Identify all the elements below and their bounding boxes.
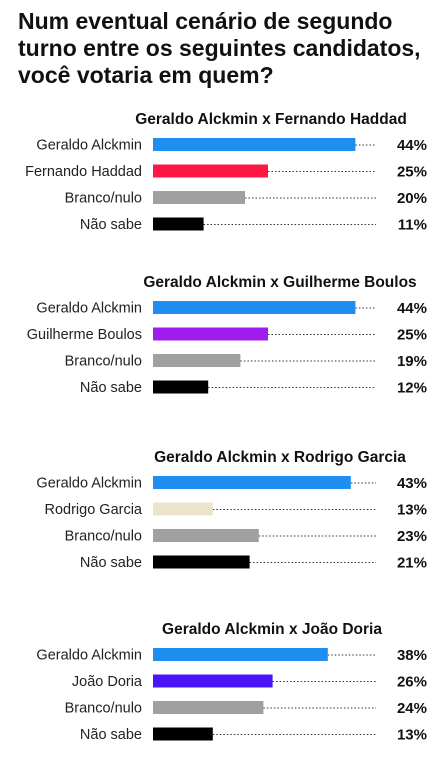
category-label: Branco/nulo (65, 191, 142, 207)
category-label: Não sabe (80, 555, 142, 571)
category-label: Não sabe (80, 217, 142, 233)
bar (153, 217, 204, 231)
value-label: 38% (397, 647, 427, 664)
category-label: Geraldo Alckmin (36, 301, 142, 317)
bar (153, 648, 328, 661)
bar (153, 327, 268, 341)
value-label: 11% (398, 217, 427, 234)
value-label: 24% (397, 700, 427, 717)
value-label: 13% (397, 727, 427, 744)
bar (153, 674, 273, 688)
category-label: Guilherme Boulos (27, 327, 142, 343)
category-label: Branco/nulo (65, 701, 142, 717)
category-label: Fernando Haddad (25, 164, 142, 180)
value-label: 44% (397, 137, 427, 154)
bar (153, 727, 213, 741)
panel-title-1: Geraldo Alckmin x Fernando Haddad (135, 111, 407, 128)
category-label: Branco/nulo (65, 354, 142, 370)
panel-title-2: Geraldo Alckmin x Guilherme Boulos (143, 274, 416, 291)
bar (153, 138, 356, 151)
category-label: Geraldo Alckmin (36, 138, 142, 154)
value-label: 13% (397, 502, 427, 519)
bar (153, 380, 209, 394)
value-label: 26% (397, 674, 427, 691)
value-label: 25% (397, 164, 427, 181)
value-label: 19% (397, 353, 427, 370)
value-label: 12% (397, 380, 427, 397)
value-label: 23% (397, 528, 427, 545)
bar (153, 502, 213, 516)
category-label: Rodrigo Garcia (44, 502, 142, 518)
value-label: 43% (397, 475, 427, 492)
category-label: João Doria (72, 674, 143, 690)
category-label: Não sabe (80, 380, 142, 396)
category-label: Geraldo Alckmin (36, 648, 142, 664)
bar (153, 164, 268, 178)
category-label: Branco/nulo (65, 529, 142, 545)
value-label: 25% (397, 327, 427, 344)
category-label: Geraldo Alckmin (36, 476, 142, 492)
bar (153, 354, 241, 367)
panel-title-3: Geraldo Alckmin x Rodrigo Garcia (154, 449, 406, 466)
value-label: 21% (397, 555, 427, 572)
panel-title-4: Geraldo Alckmin x João Doria (162, 621, 382, 638)
bar (153, 301, 356, 314)
value-label: 44% (397, 300, 427, 317)
page-title: Num eventual cenário de segundo turno en… (18, 8, 421, 88)
category-label: Não sabe (80, 727, 142, 743)
bar (153, 701, 264, 714)
bar (153, 555, 250, 569)
bar (153, 191, 245, 204)
bar (153, 476, 351, 489)
bar (153, 529, 259, 542)
value-label: 20% (397, 190, 427, 207)
